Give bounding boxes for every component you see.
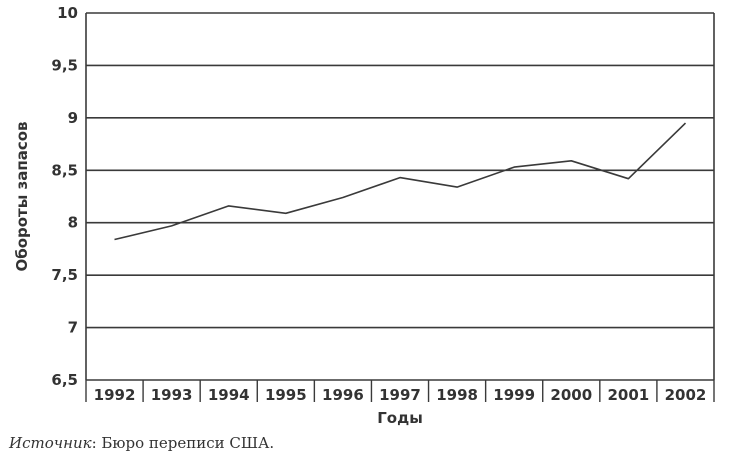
x-tick-label: 1997 [379,386,421,404]
source-note: Источник: Бюро переписи США. [9,434,274,452]
y-tick-label: 7 [68,319,78,337]
x-tick-labels: 1992 1993 1994 1995 1996 1997 1998 1999 2000 2001… [94,386,707,404]
x-axis-title: Годы [377,409,423,427]
y-tick-label: 8 [68,214,78,232]
y-tick-label: 6,5 [51,371,78,389]
y-tick-label: 8,5 [51,161,78,179]
x-tick-label: 1994 [208,386,250,404]
line-chart: 6,577,588,599,510 1992 1993 1994 1995 1996 19… [13,4,715,427]
x-tick-label: 2001 [607,386,649,404]
y-tick-label: 10 [57,4,78,22]
plot-frame [85,13,715,380]
series-line [114,122,687,241]
source-label: Источник [9,434,92,452]
x-tick-label: 1998 [436,386,478,404]
x-tick-label: 1992 [94,386,136,404]
y-tick-labels: 6,5 7 7,5 8 8,5 9 9,5 10 [51,4,78,389]
y-tick-label: 7,5 [51,266,78,284]
source-text: : Бюро переписи США. [91,434,275,452]
x-tick-label: 2000 [550,386,592,404]
y-tick-label: 9 [68,109,78,127]
x-tick-label: 1995 [265,386,307,404]
x-tick-label: 2002 [665,386,707,404]
x-tick-marks [85,380,715,402]
x-tick-label: 1996 [322,386,364,404]
y-gridlines [86,12,714,381]
x-tick-label: 1999 [493,386,535,404]
y-axis-title: Обороты запасов [13,121,31,271]
x-tick-label: 1993 [151,386,193,404]
y-tick-label: 9,5 [51,56,78,74]
